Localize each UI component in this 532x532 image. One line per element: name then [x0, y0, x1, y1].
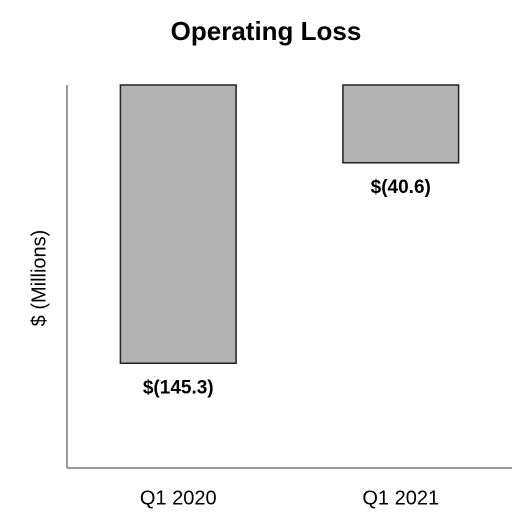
bar — [342, 84, 460, 164]
x-tick-label: Q1 2020 — [140, 487, 217, 509]
value-label: $(145.3) — [143, 377, 214, 398]
x-tick-label: Q1 2021 — [362, 487, 439, 509]
value-label: $(40.6) — [371, 177, 431, 198]
chart-title: Operating Loss — [171, 16, 362, 46]
y-axis-label: $ (Millions) — [28, 230, 50, 327]
bar — [119, 84, 237, 364]
